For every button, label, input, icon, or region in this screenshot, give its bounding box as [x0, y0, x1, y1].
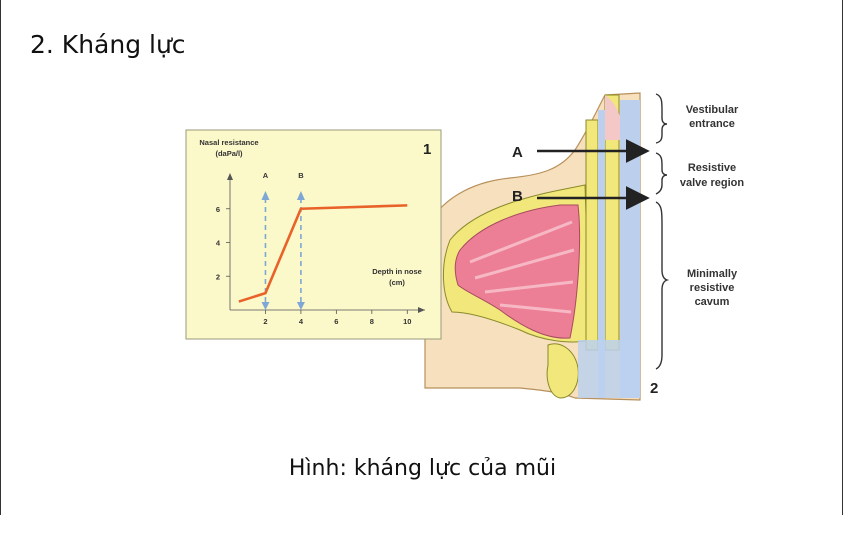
- slide-frame: [0, 0, 843, 515]
- region-labels: Vestibular entrance Resistive valve regi…: [680, 104, 744, 308]
- chart-x-tick-label: 10: [403, 317, 411, 326]
- chart-series-line: [238, 204, 408, 303]
- label-vestibular-2: entrance: [689, 118, 735, 130]
- chart-marker-arrow-down: [261, 302, 270, 310]
- chart-x-tick-label: 6: [334, 317, 338, 326]
- chart-ylabel-1: Nasal resistance: [199, 138, 258, 147]
- figure-caption: Hình: kháng lực của mũi: [288, 456, 557, 481]
- chart-ylabel-2: (daPa/l): [215, 149, 243, 158]
- chart-y-tick-label: 6: [216, 205, 220, 214]
- panel-number-2: 2: [650, 380, 658, 397]
- chart-marker-arrow-down: [296, 302, 305, 310]
- label-vestibular-1: Vestibular: [686, 104, 739, 116]
- label-resistive-1: Resistive: [688, 162, 736, 174]
- chart-marker-label: B: [298, 171, 304, 180]
- label-minimally-1: Minimally: [687, 268, 738, 280]
- nasal-anatomy-illustration: [424, 92, 641, 401]
- panel-number-1: 1: [423, 141, 431, 158]
- anatomy-airway: [598, 110, 605, 398]
- label-minimally-2: resistive: [690, 282, 735, 294]
- region-brackets: [655, 93, 670, 370]
- label-minimally-3: cavum: [695, 296, 730, 308]
- chart-marker-label: A: [263, 171, 269, 180]
- arrow-label-a: A: [512, 144, 523, 161]
- chart-marker-arrow-up: [261, 191, 270, 200]
- chart-x-tick-label: 2: [263, 317, 267, 326]
- anatomy-turbinate: [454, 204, 581, 339]
- slide-heading: 2. Kháng lực: [30, 30, 186, 59]
- chart-y-tick-label: 4: [216, 239, 221, 248]
- label-resistive-2: valve region: [680, 177, 744, 189]
- arrow-label-b: B: [512, 188, 523, 205]
- resistance-chart: Nasal resistance (daPa/l) 1 Depth in nos…: [185, 129, 442, 340]
- chart-x-tick-label: 4: [299, 317, 304, 326]
- chart-panel-bg: [185, 129, 442, 340]
- chart-x-tick-label: 8: [370, 317, 374, 326]
- anatomy-lower-tissue: [546, 343, 579, 399]
- chart-xlabel-1: Depth in nose: [372, 267, 422, 276]
- chart-marker-arrow-up: [296, 191, 305, 200]
- chart-xlabel-2: (cm): [389, 278, 405, 287]
- chart-y-tick-label: 2: [216, 272, 220, 281]
